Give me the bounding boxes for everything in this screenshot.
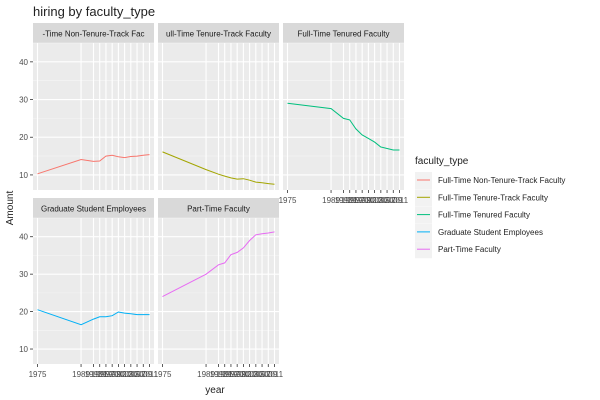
x-axis-title: year (205, 385, 225, 396)
legend-item-graduate-student-employees: Graduate Student Employees (415, 223, 543, 241)
series-line-full-time-non-tenure-track-faculty (37, 154, 150, 175)
facet-strip-label: Graduate Student Employees (41, 205, 146, 214)
series-line-full-time-tenure-track-faculty (162, 151, 275, 185)
y-tick-label: 10 (19, 345, 28, 354)
x-tick-label: 1993 (210, 370, 228, 379)
x-tick-label: 2005 (372, 196, 390, 205)
x-tick-label: 2005 (247, 370, 265, 379)
x-tick-label: 1997 (222, 370, 240, 379)
y-tick-label: 30 (19, 270, 28, 279)
x-tick-label: 2005 (122, 370, 140, 379)
facet-panel-full-time-non-tenure-track-faculty: -Time Non-Tenure-Track Fac 10 20 30 40 (19, 23, 154, 190)
y-tick-label: 20 (19, 308, 28, 317)
y-tick-label: 20 (19, 133, 28, 142)
series-line-part-time-faculty (162, 231, 275, 298)
x-tick-label: 1975 (154, 370, 172, 379)
y-tick-label: 40 (19, 58, 28, 67)
facet-strip (33, 198, 154, 218)
facet-strip (158, 198, 279, 218)
chart-title: hiring by faculty_type (33, 4, 155, 19)
legend-item-part-time-faculty: Part-Time Faculty (415, 241, 501, 259)
x-tick-label: 1999 (103, 370, 121, 379)
x-tick-label: 2003 (241, 370, 259, 379)
x-tick-label: 1995 (341, 196, 359, 205)
x-tick-label: 2009 (134, 370, 152, 379)
x-tick-label: 1989 (322, 196, 340, 205)
x-tick-label: 2003 (366, 196, 384, 205)
facet-panel-part-time-faculty: Part-Time Faculty 1975 1989199319951997199… (154, 198, 284, 379)
x-tick-label: 1993 (335, 196, 353, 205)
series-line-full-time-tenured-faculty (287, 102, 400, 151)
x-tick-label: 2003 (116, 370, 134, 379)
legend-key (415, 241, 432, 259)
x-tick-labels: 1975 198919931995199719992001200320052007… (29, 364, 159, 379)
x-tick-label: 1995 (216, 370, 234, 379)
x-tick-label: 2007 (128, 370, 146, 379)
facet-strip-label: Full-Time Tenured Faculty (297, 30, 389, 39)
legend-item-full-time-non-tenure-track-faculty: Full-Time Non-Tenure-Track Faculty (415, 172, 565, 189)
x-tick-label: 2009 (384, 196, 402, 205)
x-tick-label: 1997 (97, 370, 115, 379)
legend: faculty_type Full-Time Non-Tenure-Track … (415, 156, 565, 259)
legend-label: Full-Time Tenured Faculty (438, 211, 530, 220)
x-tick-label: 2001 (359, 196, 377, 205)
legend-label: Graduate Student Employees (438, 228, 543, 237)
legend-item-full-time-tenured-faculty: Full-Time Tenured Faculty (415, 206, 530, 224)
facet-strip (158, 23, 279, 43)
legend-title: faculty_type (415, 156, 469, 167)
x-tick-label: 2001 (109, 370, 127, 379)
x-tick-label: 2011 (391, 196, 409, 205)
x-tick-label: 2009 (259, 370, 277, 379)
x-tick-label: 1997 (347, 196, 365, 205)
series-line-graduate-student-employees (37, 309, 150, 326)
y-tick-label: 10 (19, 171, 28, 180)
legend-label: Part-Time Faculty (438, 245, 501, 254)
legend-label: Full-Time Non-Tenure-Track Faculty (438, 176, 565, 185)
x-tick-label: 1995 (91, 370, 109, 379)
x-tick-labels: 1975 198919931995199719992001200320052007… (154, 364, 284, 379)
x-tick-label: 2007 (378, 196, 396, 205)
x-tick-label: 1975 (279, 196, 297, 205)
x-tick-label: 2001 (234, 370, 252, 379)
x-tick-labels: 1975 198919931995199719992001200320052007… (279, 190, 409, 205)
x-tick-label: 1999 (353, 196, 371, 205)
x-tick-label: 2011 (141, 370, 159, 379)
facet-strip (283, 23, 404, 43)
facet-strip (33, 23, 154, 43)
facet-strip-label: -Time Non-Tenure-Track Fac (42, 30, 144, 39)
facet-panel-full-time-tenured-faculty: Full-Time Tenured Faculty 1975 19891993199… (279, 23, 409, 205)
facet-panels: -Time Non-Tenure-Track Fac 10 20 30 40 ull-Ti… (19, 23, 409, 379)
x-tick-label: 1975 (29, 370, 47, 379)
y-tick-label: 30 (19, 96, 28, 105)
facet-strip-label: Part-Time Faculty (187, 205, 250, 214)
facet-panel-full-time-tenure-track-faculty: ull-Time Tenure-Track Faculty (158, 23, 279, 190)
x-tick-label: 2011 (266, 370, 284, 379)
legend-item-full-time-tenure-track-faculty: Full-Time Tenure-Track Faculty (415, 189, 548, 207)
x-tick-label: 1989 (72, 370, 90, 379)
y-axis-title: Amount (5, 191, 16, 226)
x-tick-label: 2007 (253, 370, 271, 379)
facet-strip-label: ull-Time Tenure-Track Faculty (166, 30, 271, 39)
y-tick-label: 40 (19, 233, 28, 242)
x-tick-label: 1999 (228, 370, 246, 379)
legend-items: Full-Time Non-Tenure-Track Faculty Full-T… (415, 172, 565, 259)
x-tick-label: 1989 (197, 370, 215, 379)
legend-label: Full-Time Tenure-Track Faculty (438, 193, 548, 202)
x-tick-label: 1993 (85, 370, 103, 379)
